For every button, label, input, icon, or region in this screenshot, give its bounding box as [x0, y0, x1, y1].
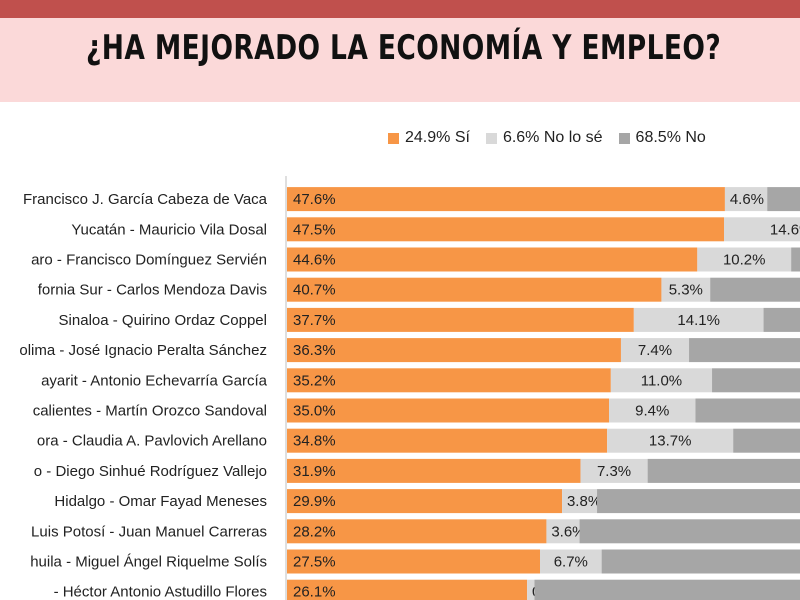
category-label: o - Diego Sinhué Rodríguez Vallejo	[34, 463, 267, 480]
category-label: ora - Claudia A. Pavlovich Arellano	[37, 433, 267, 450]
bar-segment-nolose	[609, 398, 696, 423]
data-label-si: 35.2%	[293, 372, 336, 389]
data-label-nolose: 9.4%	[635, 403, 669, 420]
bar-segment-si	[287, 187, 725, 212]
bar-segment-nolose	[580, 458, 648, 483]
bar-segment-no	[712, 368, 800, 393]
legend-item-nolose: 6.6% No lo sé	[485, 129, 603, 147]
bar-segment-si	[287, 217, 724, 242]
data-label-si: 36.3%	[293, 342, 336, 359]
data-label-nolose: 3.6%	[551, 523, 585, 540]
data-label-si: 40.7%	[293, 282, 336, 299]
bar-segment-nolose	[661, 277, 711, 302]
bar-segment-no	[763, 307, 800, 332]
data-label-si: 47.6%	[293, 191, 336, 208]
bar-segment-si	[287, 489, 563, 514]
data-label-nolose: 7.3%	[597, 463, 631, 480]
bar-segment-no	[601, 549, 800, 574]
bar-segment-si	[287, 368, 611, 393]
bar-segment-no	[689, 338, 800, 363]
legend-swatch-si	[388, 132, 399, 144]
legend-label-no: 68.5% No	[635, 129, 706, 146]
bar-segment-no	[710, 277, 800, 302]
chart-legend: 24.9% Sí 6.6% No lo sé 68.5% No	[388, 128, 722, 148]
data-label-nolose: 6.7%	[554, 554, 588, 571]
bar-segment-no	[791, 247, 800, 272]
bar-segment-nolose	[633, 307, 764, 332]
legend-swatch-no	[618, 132, 630, 144]
data-label-si: 35.0%	[293, 403, 336, 420]
bar-segment-no	[767, 187, 800, 212]
data-label-nolose: 7.4%	[638, 342, 672, 359]
legend-label-nolose: 6.6% No lo sé	[502, 129, 603, 146]
bar-segment-si	[287, 398, 609, 423]
data-label-nolose: 14.6%	[770, 221, 800, 238]
category-label: Sinaloa - Quirino Ordaz Coppel	[59, 312, 267, 329]
category-label: huila - Miguel Ángel Riquelme Solís	[30, 554, 267, 571]
stacked-bar-chart: Francisco J. García Cabeza de Vaca 47.6% 4…	[19, 176, 800, 600]
data-label-nolose: 14.1%	[677, 312, 720, 329]
category-label: Yucatán - Mauricio Vila Dosal	[71, 221, 267, 238]
data-label-nolose: 3.8%	[567, 493, 601, 510]
data-label-si: 27.5%	[293, 554, 336, 571]
title-banner	[0, 18, 800, 102]
bar-segment-si	[287, 338, 621, 363]
legend-item-si: 24.9% Sí	[388, 129, 470, 147]
bar-segment-no	[579, 519, 800, 544]
category-label: Hidalgo - Omar Fayad Meneses	[54, 493, 267, 510]
data-label-nolose: 5.3%	[669, 282, 703, 299]
data-label-nolose: 4.6%	[730, 191, 764, 208]
data-label-si: 29.9%	[293, 493, 336, 510]
bar-segment-nolose	[724, 217, 800, 242]
data-label-si: 34.8%	[293, 433, 336, 450]
legend-swatch-nolose	[485, 132, 497, 144]
bar-segment-si	[287, 277, 662, 302]
bar-segment-nolose	[620, 338, 690, 363]
bar-segment-nolose	[724, 187, 768, 212]
category-label: fornia Sur - Carlos Mendoza Davis	[38, 282, 267, 299]
bar-segment-no	[733, 428, 800, 453]
data-label-si: 28.2%	[293, 523, 336, 540]
data-label-si: 47.5%	[293, 221, 336, 238]
bar-segment-nolose	[546, 519, 580, 544]
data-label-si: 37.7%	[293, 312, 336, 329]
bar-segment-nolose	[562, 489, 598, 514]
bar-segment-no	[534, 579, 800, 600]
category-label: calientes - Martín Orozco Sandoval	[33, 403, 267, 420]
data-label-si: 26.1%	[293, 584, 336, 600]
top-accent-bar	[0, 0, 800, 18]
category-label: aro - Francisco Domínguez Servién	[31, 252, 267, 269]
bar-segment-no	[647, 458, 800, 483]
bar-segment-nolose	[610, 368, 713, 393]
bar-segment-no	[695, 398, 800, 423]
category-label: olima - José Ignacio Peralta Sánchez	[19, 342, 267, 359]
legend-label-si: 24.9% Sí	[405, 129, 470, 146]
category-label: Francisco J. García Cabeza de Vaca	[23, 191, 268, 208]
bar-segment-nolose	[527, 579, 535, 600]
bar-segment-si	[287, 549, 540, 574]
legend-item-no: 68.5% No	[618, 129, 706, 147]
bar-segment-si	[287, 579, 528, 600]
bar-segment-si	[287, 428, 608, 453]
bar-segment-no	[597, 489, 800, 514]
bar-segment-nolose	[607, 428, 734, 453]
category-label: Luis Potosí - Juan Manuel Carreras	[31, 523, 267, 540]
bar-segment-nolose	[540, 549, 602, 574]
category-label: - Héctor Antonio Astudillo Flores	[54, 584, 267, 600]
data-label-nolose: 11.0%	[641, 372, 682, 389]
data-label-si: 31.9%	[293, 463, 336, 480]
bar-segment-nolose	[697, 247, 792, 272]
page-title: ¿HA MEJORADO LA ECONOMÍA Y EMPLEO?	[86, 28, 722, 68]
data-label-si: 44.6%	[293, 252, 336, 269]
bar-segment-si	[287, 458, 581, 483]
bar-segment-si	[287, 307, 634, 332]
bar-segment-si	[287, 519, 547, 544]
bar-segment-si	[287, 247, 698, 272]
data-label-nolose: 13.7%	[649, 433, 692, 450]
data-label-nolose: 10.2%	[723, 252, 766, 269]
category-label: ayarit - Antonio Echevarría García	[41, 372, 268, 389]
